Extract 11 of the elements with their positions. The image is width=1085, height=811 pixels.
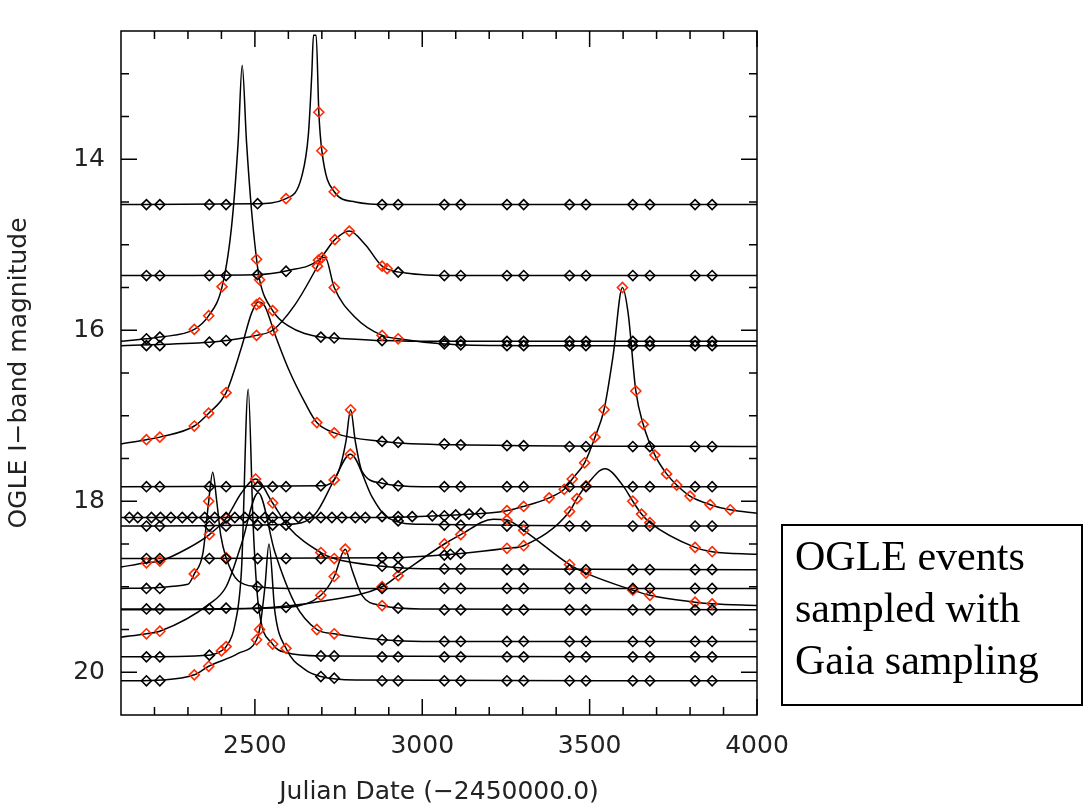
x-tick-label: 2500 xyxy=(223,729,287,759)
y-tick-label: 14 xyxy=(73,142,105,172)
y-tick-label: 18 xyxy=(73,484,105,514)
y-axis-title: OGLE I−band magnitude xyxy=(2,217,32,529)
x-tick-label: 3500 xyxy=(557,729,622,759)
text: OGLE events sampled with Gaia sampling xyxy=(781,524,1083,706)
x-tick-label: 3000 xyxy=(390,729,455,759)
x-axis-title: Julian Date (−2450000.0) xyxy=(277,775,599,805)
y-tick-label: 16 xyxy=(73,313,105,343)
y-tick-label: 20 xyxy=(73,655,105,685)
x-tick-label: 4000 xyxy=(725,729,789,759)
